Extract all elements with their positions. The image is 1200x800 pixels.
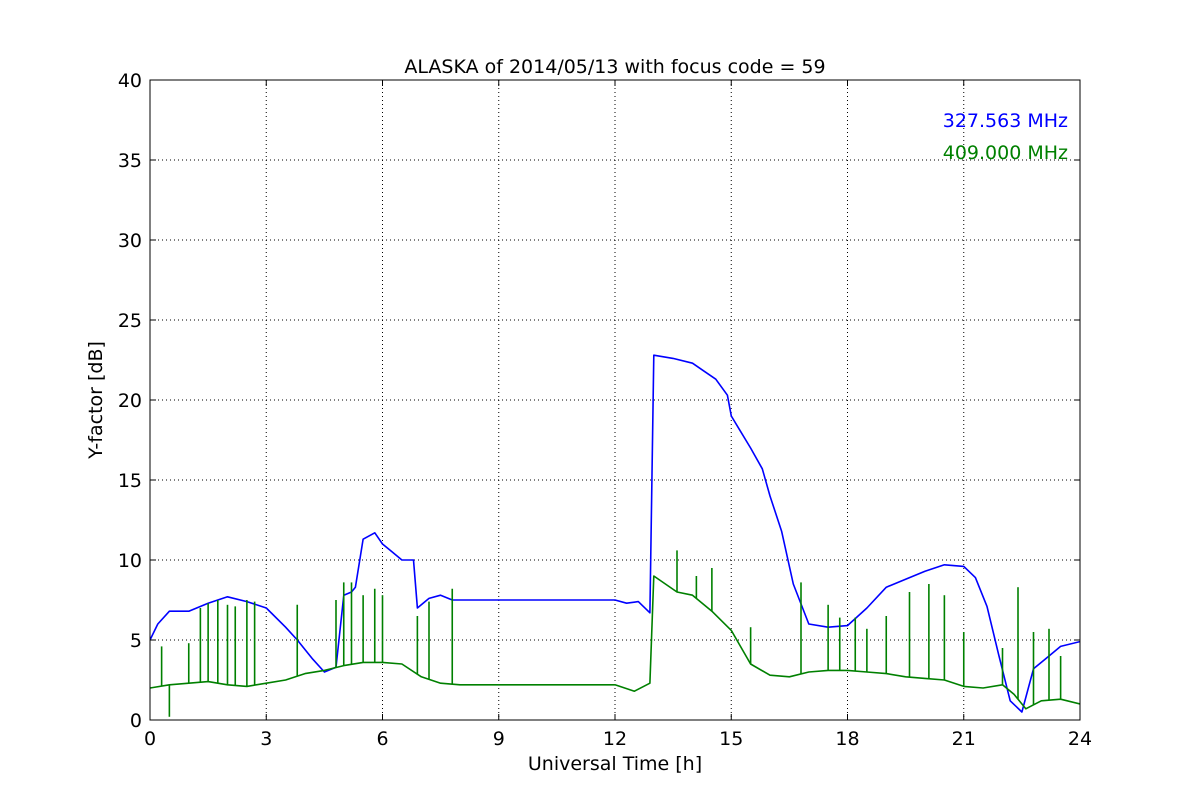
series-group (150, 354, 1080, 717)
y-tick-label: 10 (118, 550, 142, 572)
y-tick-label: 20 (118, 390, 142, 412)
x-tick-label: 18 (835, 728, 859, 750)
grid (150, 80, 1080, 720)
x-tick-label: 12 (603, 728, 627, 750)
x-tick-label: 0 (144, 728, 156, 750)
legend: 327.563 MHz 409.000 MHz (943, 110, 1068, 164)
y-tick-label: 5 (130, 630, 142, 652)
y-tick-label: 25 (118, 310, 142, 332)
y-tick-label: 30 (118, 230, 142, 252)
series-layer (150, 354, 1080, 717)
x-tick-label: 3 (260, 728, 272, 750)
chart-title: ALASKA of 2014/05/13 with focus code = 5… (404, 56, 825, 78)
legend-entry-327-mhz: 327.563 MHz (943, 110, 1068, 132)
x-tick-label: 9 (493, 728, 505, 750)
x-tick-label: 15 (719, 728, 743, 750)
x-tick-label: 24 (1068, 728, 1092, 750)
series-line-0 (150, 354, 1080, 713)
ticks: 0 3 6 9 12 15 18 21 24 0 5 10 15 20 25 30 35 40 (118, 70, 1092, 750)
x-tick-label: 6 (376, 728, 388, 750)
y-tick-label: 0 (130, 710, 142, 732)
y-tick-label: 35 (118, 150, 142, 172)
y-tick-label: 40 (118, 70, 142, 92)
x-axis-label: Universal Time [h] (528, 753, 702, 775)
y-axis-label: Y-factor [dB] (85, 341, 107, 460)
y-tick-label: 15 (118, 470, 142, 492)
legend-entry-409-mhz: 409.000 MHz (943, 142, 1068, 164)
x-tick-label: 21 (952, 728, 976, 750)
